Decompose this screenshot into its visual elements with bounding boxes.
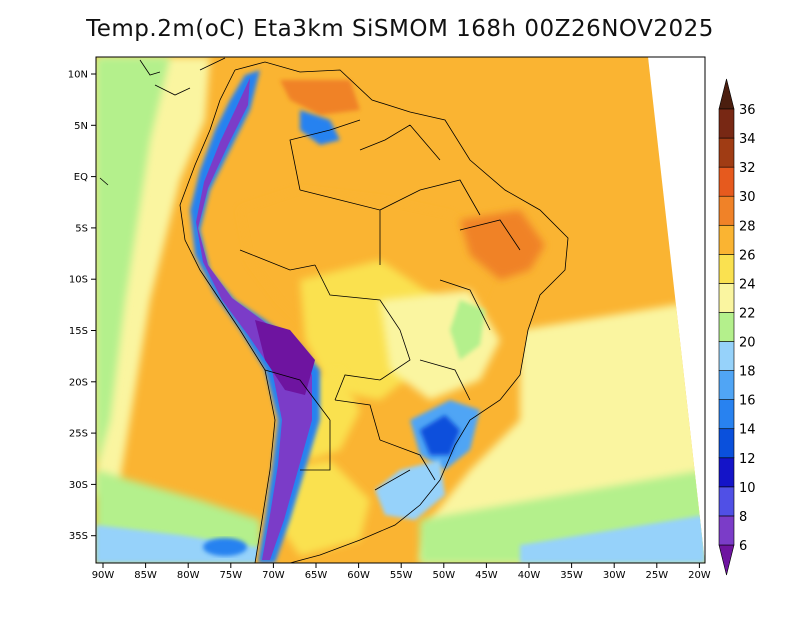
lon-tick-label: 30W xyxy=(603,570,626,581)
longitude-axis: 90W 85W 80W 75W 70W 65W 60W 55W 50W 45W 40W 35W 30W 2… xyxy=(92,563,711,581)
colorbar-band xyxy=(718,108,735,139)
temperature-colorbar: 6 8 10 12 14 16 18 20 22 24 26 28 30 32 34 36 xyxy=(718,78,756,576)
lat-tick-label: 30S xyxy=(69,480,88,491)
cold-spot-south-pacific xyxy=(203,538,247,556)
lon-tick-label: 35W xyxy=(560,570,583,581)
southeast-cold-core xyxy=(420,415,460,455)
colorbar-under-arrow xyxy=(718,544,735,576)
map-title: Temp.2m(oC) Eta3km SiSMOM 168h 00Z26NOV2… xyxy=(86,16,714,42)
colorbar-label: 28 xyxy=(739,219,756,234)
lat-tick-label: 15S xyxy=(69,326,88,337)
colorbar-band xyxy=(718,224,735,255)
colorbar-label: 10 xyxy=(739,481,756,496)
colorbar-band xyxy=(718,137,735,168)
colorbar-band xyxy=(718,399,735,430)
lon-tick-label: 40W xyxy=(518,570,541,581)
colorbar-band xyxy=(718,486,735,517)
temperature-field xyxy=(96,57,705,563)
colorbar-band xyxy=(718,312,735,342)
lon-tick-label: 90W xyxy=(92,570,115,581)
colorbar-label: 26 xyxy=(739,248,756,263)
borders-layer xyxy=(99,57,569,563)
lon-tick-label: 65W xyxy=(305,570,328,581)
lon-tick-label: 55W xyxy=(390,570,413,581)
colorbar-label: 34 xyxy=(739,132,756,147)
country-state-borders xyxy=(239,119,521,491)
colorbar-label: 24 xyxy=(739,277,756,292)
colorbar-over-arrow xyxy=(718,78,735,110)
colorbar-label: 8 xyxy=(739,510,747,525)
south-atlantic-cold xyxy=(520,515,705,563)
lat-tick-label: EQ xyxy=(74,172,88,183)
venezuela-hot-spot xyxy=(280,80,360,115)
pacific-cool-zone xyxy=(96,57,170,470)
altiplano-cold xyxy=(255,320,315,395)
lat-tick-label: 25S xyxy=(69,429,88,440)
lat-tick-label: 5N xyxy=(74,121,88,132)
colorbar-label: 36 xyxy=(739,103,756,118)
lon-tick-label: 60W xyxy=(347,570,370,581)
lon-tick-label: 75W xyxy=(219,570,242,581)
lat-tick-label: 10N xyxy=(68,70,88,81)
latitude-axis: 10N 5N EQ 5S 10S 15S 20S 25S 30S 35S xyxy=(68,70,96,542)
colorbar-label: 16 xyxy=(739,394,756,409)
rio-grande-cool xyxy=(375,460,445,520)
lon-tick-label: 20W xyxy=(688,570,711,581)
colorbar-label: 6 xyxy=(739,539,747,554)
continent-coastline xyxy=(179,61,569,563)
colorbar-label: 18 xyxy=(739,365,756,380)
colorbar-label: 32 xyxy=(739,161,756,176)
andes-cold-core xyxy=(196,78,312,560)
colorbar-label: 30 xyxy=(739,190,756,205)
colorbar-band xyxy=(718,283,735,313)
map-frame xyxy=(95,56,706,564)
colorbar-band xyxy=(718,370,735,400)
colorbar-band xyxy=(718,166,735,197)
colorbar-band xyxy=(718,457,735,488)
guiana-cool xyxy=(300,110,340,145)
northeast-hot-spot xyxy=(460,210,545,280)
colorbar-band xyxy=(718,428,735,459)
lon-tick-label: 85W xyxy=(134,570,157,581)
colorbar-label: 12 xyxy=(739,452,756,467)
minas-cool xyxy=(450,300,485,360)
lon-tick-label: 45W xyxy=(475,570,498,581)
colorbar-label: 22 xyxy=(739,306,756,321)
colorbar-band xyxy=(718,341,735,371)
lat-tick-label: 20S xyxy=(69,377,88,388)
lat-tick-label: 5S xyxy=(75,223,88,234)
lon-tick-label: 50W xyxy=(432,570,455,581)
lat-tick-label: 10S xyxy=(69,275,88,286)
colorbar-label: 14 xyxy=(739,423,756,438)
lon-tick-label: 80W xyxy=(177,570,200,581)
lon-tick-label: 70W xyxy=(262,570,285,581)
central-america-coast xyxy=(99,57,226,186)
colorbar-band xyxy=(718,195,735,226)
colorbar-label: 20 xyxy=(739,336,756,351)
lat-tick-label: 35S xyxy=(69,531,88,542)
lon-tick-label: 25W xyxy=(645,570,668,581)
colorbar-band xyxy=(718,254,735,284)
colorbar-band xyxy=(718,515,735,546)
tropical-atlantic xyxy=(360,57,665,270)
